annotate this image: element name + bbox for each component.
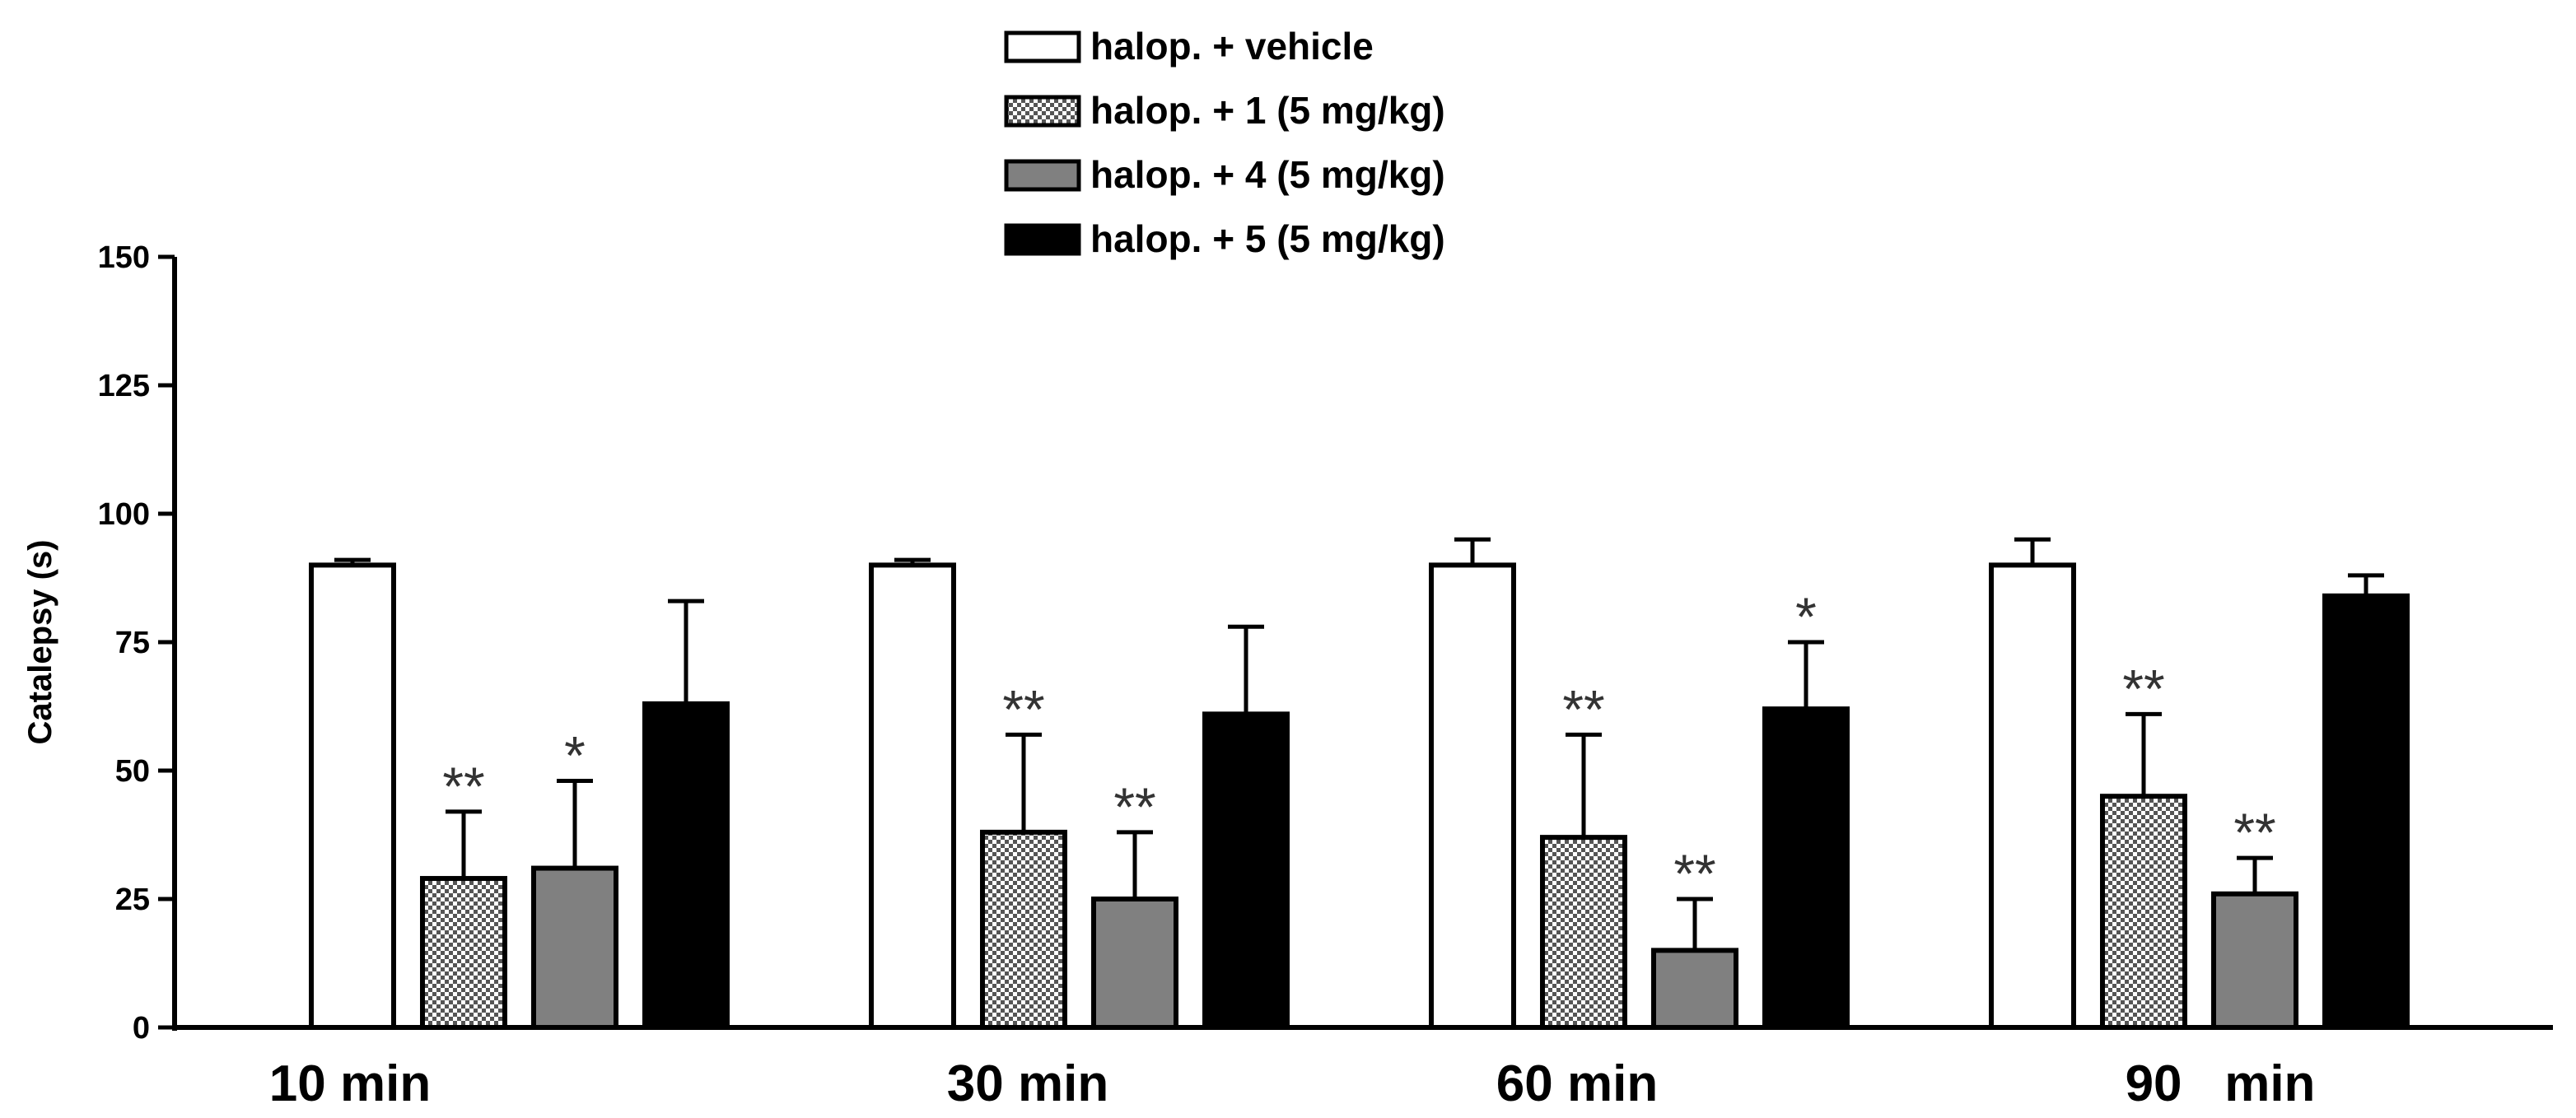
bar: [2100, 794, 2187, 1030]
bar: [2322, 593, 2410, 1030]
x-category-label: 30 min: [947, 1055, 1108, 1112]
x-category-label: 10 min: [269, 1055, 431, 1112]
y-tick-label: 50: [115, 754, 150, 789]
legend-label: halop. + 1 (5 mg/kg): [1090, 89, 1445, 132]
bar: [2211, 891, 2298, 1031]
bar: [1091, 897, 1178, 1030]
bar: [420, 876, 507, 1031]
significance-label: **: [2122, 658, 2164, 719]
y-tick-label: 0: [133, 1011, 150, 1046]
bar: [531, 865, 618, 1031]
significance-label: **: [1562, 678, 1604, 739]
legend-label: halop. + 4 (5 mg/kg): [1090, 153, 1445, 196]
bar: [869, 562, 956, 1030]
significance-label: **: [1673, 843, 1715, 904]
significance-label: **: [1113, 776, 1155, 837]
legend: halop. + vehicle halop. + 1 (5 mg/kg) halo…: [1004, 25, 1445, 260]
significance-label: *: [1795, 586, 1817, 647]
significance-label: **: [2233, 802, 2275, 863]
bar: [1540, 835, 1627, 1030]
bar: [1762, 706, 1850, 1030]
x-category-label: 90 min: [2126, 1055, 2316, 1112]
legend-label: halop. + 5 (5 mg/kg): [1090, 217, 1445, 260]
y-tick-label: 100: [98, 497, 150, 532]
y-tick-label: 150: [98, 240, 150, 275]
bar: [1202, 711, 1290, 1030]
bar: [1429, 562, 1516, 1030]
significance-label: **: [1002, 678, 1044, 739]
bar: [980, 829, 1067, 1030]
legend-swatch: [1004, 95, 1081, 128]
significance-label: *: [564, 724, 586, 785]
x-axis: 10 min 30 min 60 min 90 min: [172, 1025, 2553, 1112]
bar: [1989, 562, 2076, 1030]
legend-swatch: [1004, 159, 1081, 192]
bar: [642, 701, 730, 1030]
legend-label: halop. + vehicle: [1090, 25, 1374, 68]
bars: ****************: [309, 537, 2410, 1031]
y-axis: 0 25 50 75 100 125 150: [98, 240, 177, 1046]
y-tick-label: 75: [115, 626, 150, 660]
significance-label: **: [442, 756, 484, 817]
y-tick-label: 25: [115, 883, 150, 917]
y-axis-title: Catalepsy (s): [22, 540, 58, 745]
bar: [309, 562, 396, 1030]
y-tick-label: 125: [98, 369, 150, 403]
legend-swatch: [1004, 30, 1081, 63]
bar: [1651, 948, 1738, 1031]
legend-swatch: [1004, 223, 1081, 256]
x-category-label: 60 min: [1496, 1055, 1658, 1112]
